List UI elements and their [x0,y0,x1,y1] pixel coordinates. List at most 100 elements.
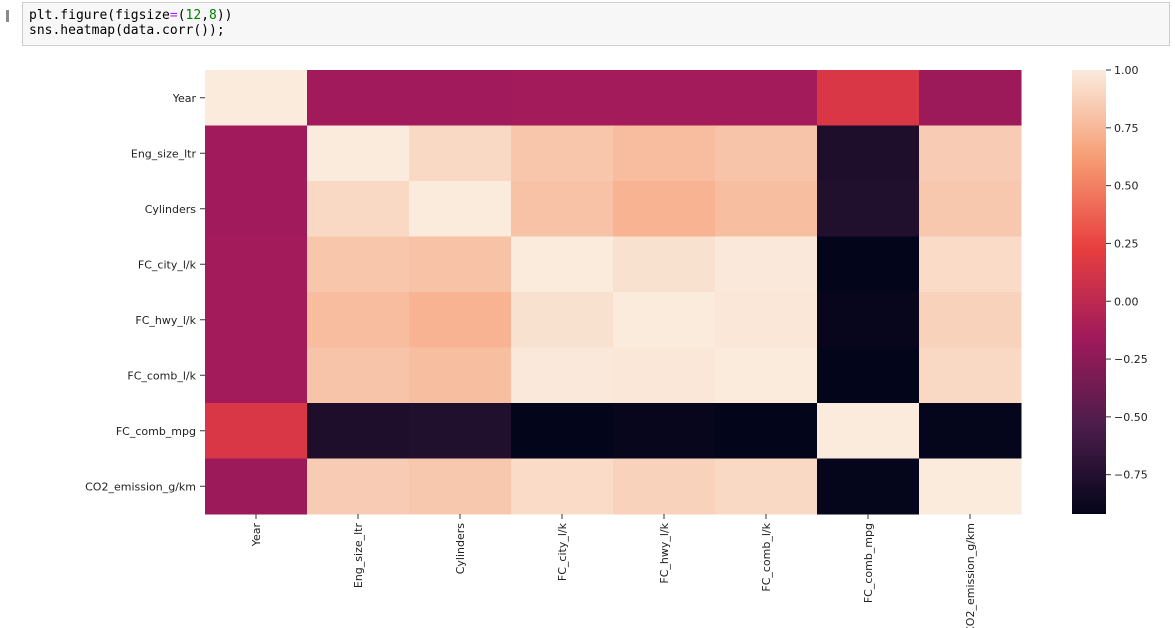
x-tick-label: CO2_emission_g/km [964,523,977,628]
code-token: ( [177,8,186,23]
x-tick-label: FC_city_l/k [556,522,569,581]
heatmap-cell-3-4 [613,236,716,293]
y-tick-label: Cylinders [145,203,197,216]
y-tick-label: FC_hwy_l/k [135,314,196,327]
code-token: 12 [185,8,202,23]
heatmap-cell-6-0 [205,403,308,459]
heatmap-cell-5-5 [715,347,818,404]
heatmap-cell-2-7 [919,181,1022,237]
code-line-1: plt.figure(figsize=(12,8)) [29,8,1163,23]
heatmap-cell-1-0 [205,125,308,182]
code-token: 8 [209,8,217,23]
heatmap-cell-1-7 [919,125,1022,182]
heatmap-cells [205,70,1022,515]
heatmap-cell-3-3 [511,236,614,293]
heatmap-cell-3-6 [817,236,920,293]
heatmap-cell-1-3 [511,125,614,182]
colorbar-tick-label: −0.25 [1114,353,1148,366]
y-tick-label: Eng_size_ltr [131,147,197,160]
x-tick-label: Eng_size_ltr [352,523,365,589]
heatmap-cell-7-4 [613,458,716,515]
heatmap-cell-2-0 [205,181,308,237]
heatmap-cell-7-0 [205,458,308,515]
heatmap-cell-5-1 [307,347,410,404]
heatmap-cell-4-0 [205,292,308,348]
heatmap-cell-2-1 [307,181,410,237]
heatmap-cell-3-7 [919,236,1022,293]
heatmap-cell-3-2 [409,236,512,293]
heatmap-cell-4-6 [817,292,920,348]
y-tick-label: CO2_emission_g/km [85,480,196,493]
colorbar-tick-label: 0.00 [1114,295,1139,308]
heatmap-cell-7-7 [919,458,1022,515]
code-token: plt.figure(figsize [29,8,170,23]
heatmap-cell-6-7 [919,403,1022,459]
heatmap-cell-0-7 [919,70,1022,126]
heatmap-cell-5-3 [511,347,614,404]
colorbar [1072,70,1106,514]
heatmap-cell-3-5 [715,236,818,293]
x-tick-label: Year [250,523,263,548]
y-tick-labels: Year Eng_size_ltr Cylinders FC_city_l/k FC_h… [85,92,205,493]
cell-prompt-indicator [6,10,9,22]
code-token: )) [216,8,233,23]
heatmap-cell-1-4 [613,125,716,182]
heatmap-cell-6-5 [715,403,818,459]
heatmap-cell-7-2 [409,458,512,515]
heatmap-cell-6-6 [817,403,920,459]
heatmap-cell-4-7 [919,292,1022,348]
heatmap-cell-1-2 [409,125,512,182]
x-tick-label: FC_hwy_l/k [658,522,671,583]
heatmap-cell-0-3 [511,70,614,126]
heatmap-cell-4-5 [715,292,818,348]
heatmap-cell-3-1 [307,236,410,293]
heatmap-cell-4-3 [511,292,614,348]
heatmap-cell-5-6 [817,347,920,404]
heatmap-cell-2-6 [817,181,920,237]
y-tick-label: FC_comb_mpg [116,425,196,438]
colorbar-tick-label: 0.75 [1114,122,1139,135]
colorbar-tick-label: −0.75 [1114,469,1148,482]
heatmap-cell-6-2 [409,403,512,459]
heatmap-cell-4-4 [613,292,716,348]
heatmap-cell-3-0 [205,236,308,293]
correlation-heatmap: Year Eng_size_ltr Cylinders FC_city_l/k FC_h… [85,64,1148,628]
heatmap-cell-4-2 [409,292,512,348]
code-line-2: sns.heatmap(data.corr()); [29,23,1163,38]
heatmap-cell-2-3 [511,181,614,237]
heatmap-cell-7-1 [307,458,410,515]
heatmap-cell-2-2 [409,181,512,237]
colorbar-ticks: 1.00 0.75 0.50 0.25 0.00 −0.25 −0.50 −0.75 [1106,64,1148,482]
colorbar-tick-label: 0.25 [1114,237,1139,250]
heatmap-cell-1-5 [715,125,818,182]
heatmap-cell-0-1 [307,70,410,126]
heatmap-cell-5-0 [205,347,308,404]
colorbar-tick-label: 1.00 [1114,64,1139,77]
heatmap-cell-2-4 [613,181,716,237]
heatmap-cell-5-4 [613,347,716,404]
heatmap-cell-5-2 [409,347,512,404]
heatmap-cell-7-6 [817,458,920,515]
y-tick-label: FC_comb_l/k [127,369,196,382]
colorbar-tick-label: −0.50 [1114,411,1148,424]
heatmap-cell-7-3 [511,458,614,515]
y-tick-label: FC_city_l/k [138,258,197,271]
x-tick-label: Cylinders [454,523,467,575]
heatmap-cell-5-7 [919,347,1022,404]
x-tick-label: FC_comb_l/k [760,522,773,591]
heatmap-cell-0-4 [613,70,716,126]
code-token: , [201,8,210,23]
heatmap-cell-0-6 [817,70,920,126]
x-tick-labels: Year Eng_size_ltr Cylinders FC_city_l/k FC_h… [250,514,977,628]
heatmap-cell-1-1 [307,125,410,182]
heatmap-cell-1-6 [817,125,920,182]
heatmap-cell-4-1 [307,292,410,348]
heatmap-cell-7-5 [715,458,818,515]
heatmap-cell-6-3 [511,403,614,459]
heatmap-cell-0-5 [715,70,818,126]
code-token: sns.heatmap(data.corr()); [29,23,225,38]
code-token: = [169,8,178,23]
heatmap-cell-0-0 [205,70,308,126]
colorbar-tick-label: 0.50 [1114,180,1139,193]
code-cell[interactable]: plt.figure(figsize=(12,8)) sns.heatmap(d… [22,2,1170,46]
